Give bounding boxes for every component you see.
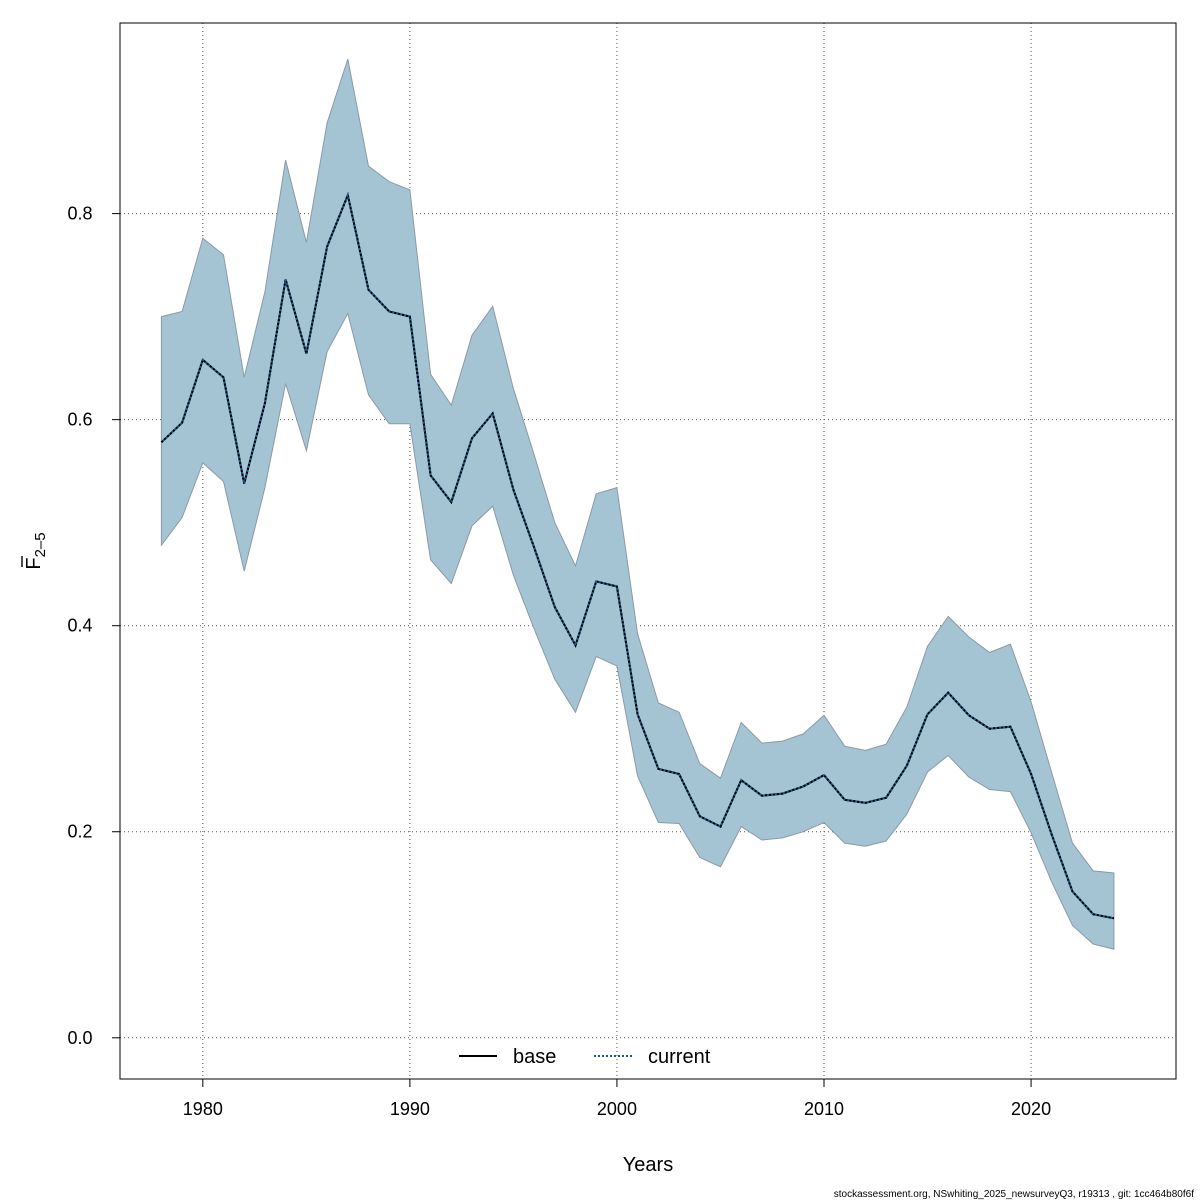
x-axis: 1980 1990 2000 2010 2020 bbox=[183, 1078, 1051, 1119]
x-tick-label-1980: 1980 bbox=[183, 1099, 223, 1119]
confidence-band-layer bbox=[160, 58, 1115, 950]
confidence-band bbox=[160, 58, 1115, 950]
x-tick-label-1990: 1990 bbox=[390, 1099, 430, 1119]
y-axis-title: F2–5 bbox=[21, 532, 49, 570]
y-tick-label-1: 0.2 bbox=[67, 822, 92, 842]
y-tick-label-0: 0.0 bbox=[67, 1028, 92, 1048]
x-axis-title: Years bbox=[623, 1154, 673, 1176]
legend: base current bbox=[459, 1046, 711, 1068]
x-tick-label-2000: 2000 bbox=[597, 1099, 637, 1119]
y-tick-label-2: 0.4 bbox=[67, 616, 92, 636]
legend-current-label: current bbox=[648, 1046, 711, 1068]
y-tick-label-4: 0.8 bbox=[67, 204, 92, 224]
y-tick-label-3: 0.6 bbox=[67, 410, 92, 430]
y-axis-title-subscript: 2–5 bbox=[32, 532, 49, 557]
x-tick-label-2010: 2010 bbox=[804, 1099, 844, 1119]
y-axis: 0.0 0.2 0.4 0.6 0.8 bbox=[67, 204, 121, 1048]
x-tick-label-2020: 2020 bbox=[1011, 1099, 1051, 1119]
y-axis-title-main: F bbox=[23, 557, 45, 569]
series-line-current-overlay bbox=[160, 191, 1115, 920]
svg-text:F2–5: F2–5 bbox=[23, 532, 49, 569]
footer-note: stockassessment.org, NSwhiting_2025_news… bbox=[834, 1189, 1194, 1200]
legend-base-label: base bbox=[513, 1046, 556, 1068]
series-layer bbox=[160, 191, 1115, 920]
